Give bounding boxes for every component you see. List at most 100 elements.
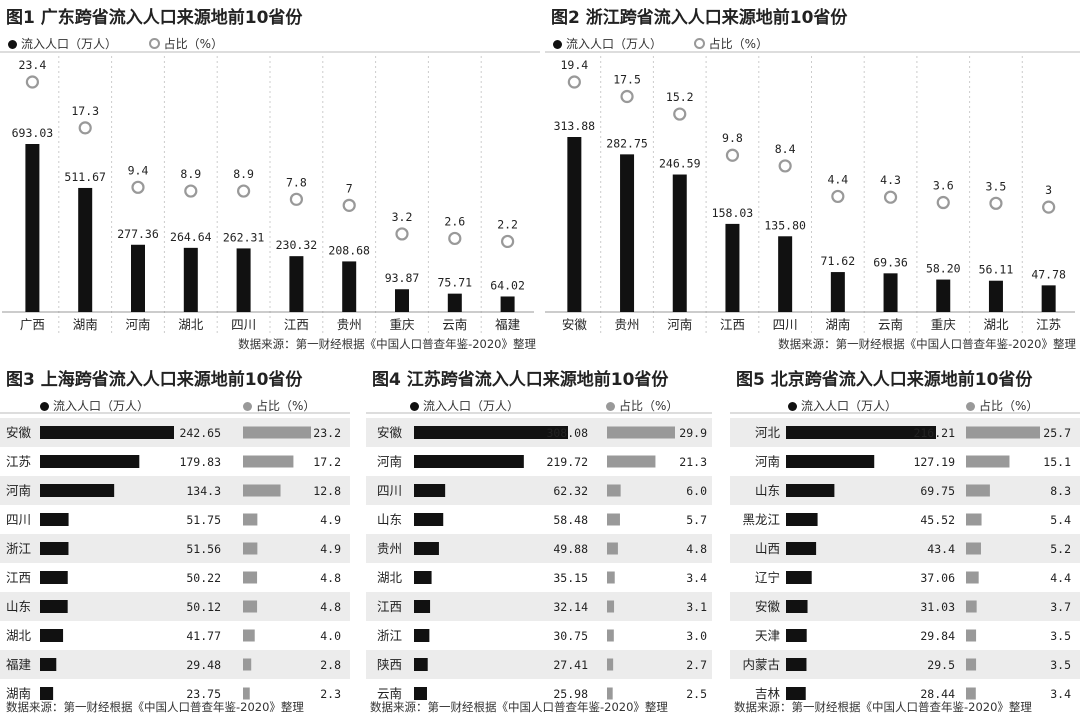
share-marker <box>1042 200 1056 214</box>
category-label: 山东 <box>377 512 402 527</box>
count-data-label: 246.59 <box>659 157 701 171</box>
count-bar <box>786 484 835 497</box>
share-marker <box>395 227 409 241</box>
legend-5: 流入人口（万人） <box>788 397 897 414</box>
legend-share-label: 占比（%） <box>163 37 224 51</box>
count-data-label: 127.19 <box>913 455 955 469</box>
legend-share-marker <box>693 38 705 49</box>
chart-panel-5: 图5 北京跨省流入人口来源地前10省份 流入人口（万人） 占比（%） 河北 216… <box>730 362 1080 716</box>
share-data-label: 4.4 <box>827 172 848 186</box>
count-bar <box>414 658 428 671</box>
category-label: 贵州 <box>377 541 402 556</box>
share-data-label: 29.9 <box>679 426 707 440</box>
count-bar <box>342 261 357 312</box>
share-bar <box>607 687 613 700</box>
share-marker <box>620 89 634 104</box>
share-data-label: 3.1 <box>686 600 707 614</box>
category-label: 江西 <box>377 599 402 614</box>
share-bar <box>966 600 977 613</box>
share-data-label: 8.9 <box>233 167 254 181</box>
category-label: 重庆 <box>389 317 415 332</box>
count-bar <box>1041 285 1056 312</box>
chart-panel-4: 图4 江苏跨省流入人口来源地前10省份 流入人口（万人） 占比（%） 安徽 308… <box>366 362 716 716</box>
share-bar <box>243 542 258 555</box>
legend-4: 流入人口（万人） <box>410 397 519 414</box>
legend-4b: 占比（%） <box>606 397 678 414</box>
legend-5b: 占比（%） <box>966 397 1038 414</box>
share-data-label: 25.7 <box>1043 426 1071 440</box>
count-data-label: 208.68 <box>328 243 370 257</box>
count-bar <box>40 658 57 671</box>
share-bar <box>243 513 258 526</box>
legend-count-marker <box>410 402 419 411</box>
count-bar <box>414 484 446 497</box>
share-marker <box>567 75 581 89</box>
share-data-label: 21.3 <box>679 455 707 469</box>
legend-count-label: 流入人口（万人） <box>801 399 898 413</box>
share-data-label: 3 <box>1045 183 1052 197</box>
share-bar <box>966 571 979 584</box>
share-data-label: 2.3 <box>320 687 341 701</box>
count-bar <box>786 687 806 700</box>
share-marker <box>673 107 687 121</box>
share-bar <box>243 571 258 584</box>
count-data-label: 277.36 <box>117 227 159 241</box>
category-label: 江西 <box>284 317 309 332</box>
share-data-label: 4.0 <box>320 629 341 643</box>
share-data-label: 9.8 <box>722 131 743 145</box>
share-data-label: 5.4 <box>1050 513 1071 527</box>
category-label: 河南 <box>377 454 402 469</box>
chart-panel-1: 图1 广东跨省流入人口来源地前10省份 流入人口（万人） 占比（%） 693.0… <box>0 0 540 356</box>
legend-3b: 占比（%） <box>243 397 315 414</box>
count-data-label: 29.48 <box>186 658 221 672</box>
share-data-label: 2.7 <box>686 658 707 672</box>
share-marker <box>237 184 251 198</box>
share-bar <box>243 658 252 671</box>
share-data-label: 4.8 <box>320 600 341 614</box>
count-bar <box>883 273 898 312</box>
share-bar <box>607 484 621 497</box>
count-data-label: 262.31 <box>223 230 265 244</box>
category-label: 湖南 <box>6 686 31 701</box>
count-data-label: 158.03 <box>712 206 754 220</box>
count-data-label: 58.20 <box>926 262 961 276</box>
count-data-label: 264.64 <box>170 230 212 244</box>
count-bar <box>414 426 568 439</box>
count-bar <box>40 455 140 468</box>
count-bar <box>786 658 807 671</box>
share-marker <box>448 231 462 246</box>
count-bar <box>414 629 430 642</box>
share-bar <box>966 455 1010 468</box>
chart-plot-2: 313.88 19.4 安徽 282.75 17.5 贵州 246.59 15.2 河南 158.… <box>545 51 1080 336</box>
category-label: 河南 <box>667 317 692 332</box>
count-bar <box>567 137 582 312</box>
legend-count-marker <box>8 40 17 49</box>
chart-title-5: 图5 北京跨省流入人口来源地前10省份 <box>736 370 1033 390</box>
count-data-label: 69.75 <box>920 484 955 498</box>
count-data-label: 56.11 <box>979 263 1014 277</box>
count-bar <box>40 629 64 642</box>
chart-plot-5: 河北 216.21 25.7 河南 127.19 15.1 山东 69.75 8.3 黑龙江 45.… <box>730 412 1080 701</box>
category-label: 河南 <box>125 317 150 332</box>
share-bar <box>607 426 675 439</box>
share-bar <box>966 687 976 700</box>
count-data-label: 51.75 <box>186 513 221 527</box>
count-bar <box>395 289 409 312</box>
row-stripe <box>0 650 350 679</box>
share-marker <box>725 148 740 162</box>
category-label: 湖北 <box>983 317 1009 332</box>
legend-count-label: 流入人口（万人） <box>21 37 118 51</box>
count-data-label: 71.62 <box>821 254 856 268</box>
count-bar <box>40 484 115 497</box>
category-label: 云南 <box>878 317 903 332</box>
share-data-label: 3.7 <box>1050 600 1071 614</box>
count-bar <box>786 571 812 584</box>
count-bar <box>620 154 635 312</box>
category-label: 黑龙江 <box>742 512 780 527</box>
share-bar <box>966 484 990 497</box>
count-data-label: 25.98 <box>553 687 588 701</box>
count-bar <box>183 247 198 312</box>
share-marker <box>831 189 845 204</box>
category-label: 内蒙古 <box>742 657 780 672</box>
count-data-label: 282.75 <box>606 136 648 150</box>
